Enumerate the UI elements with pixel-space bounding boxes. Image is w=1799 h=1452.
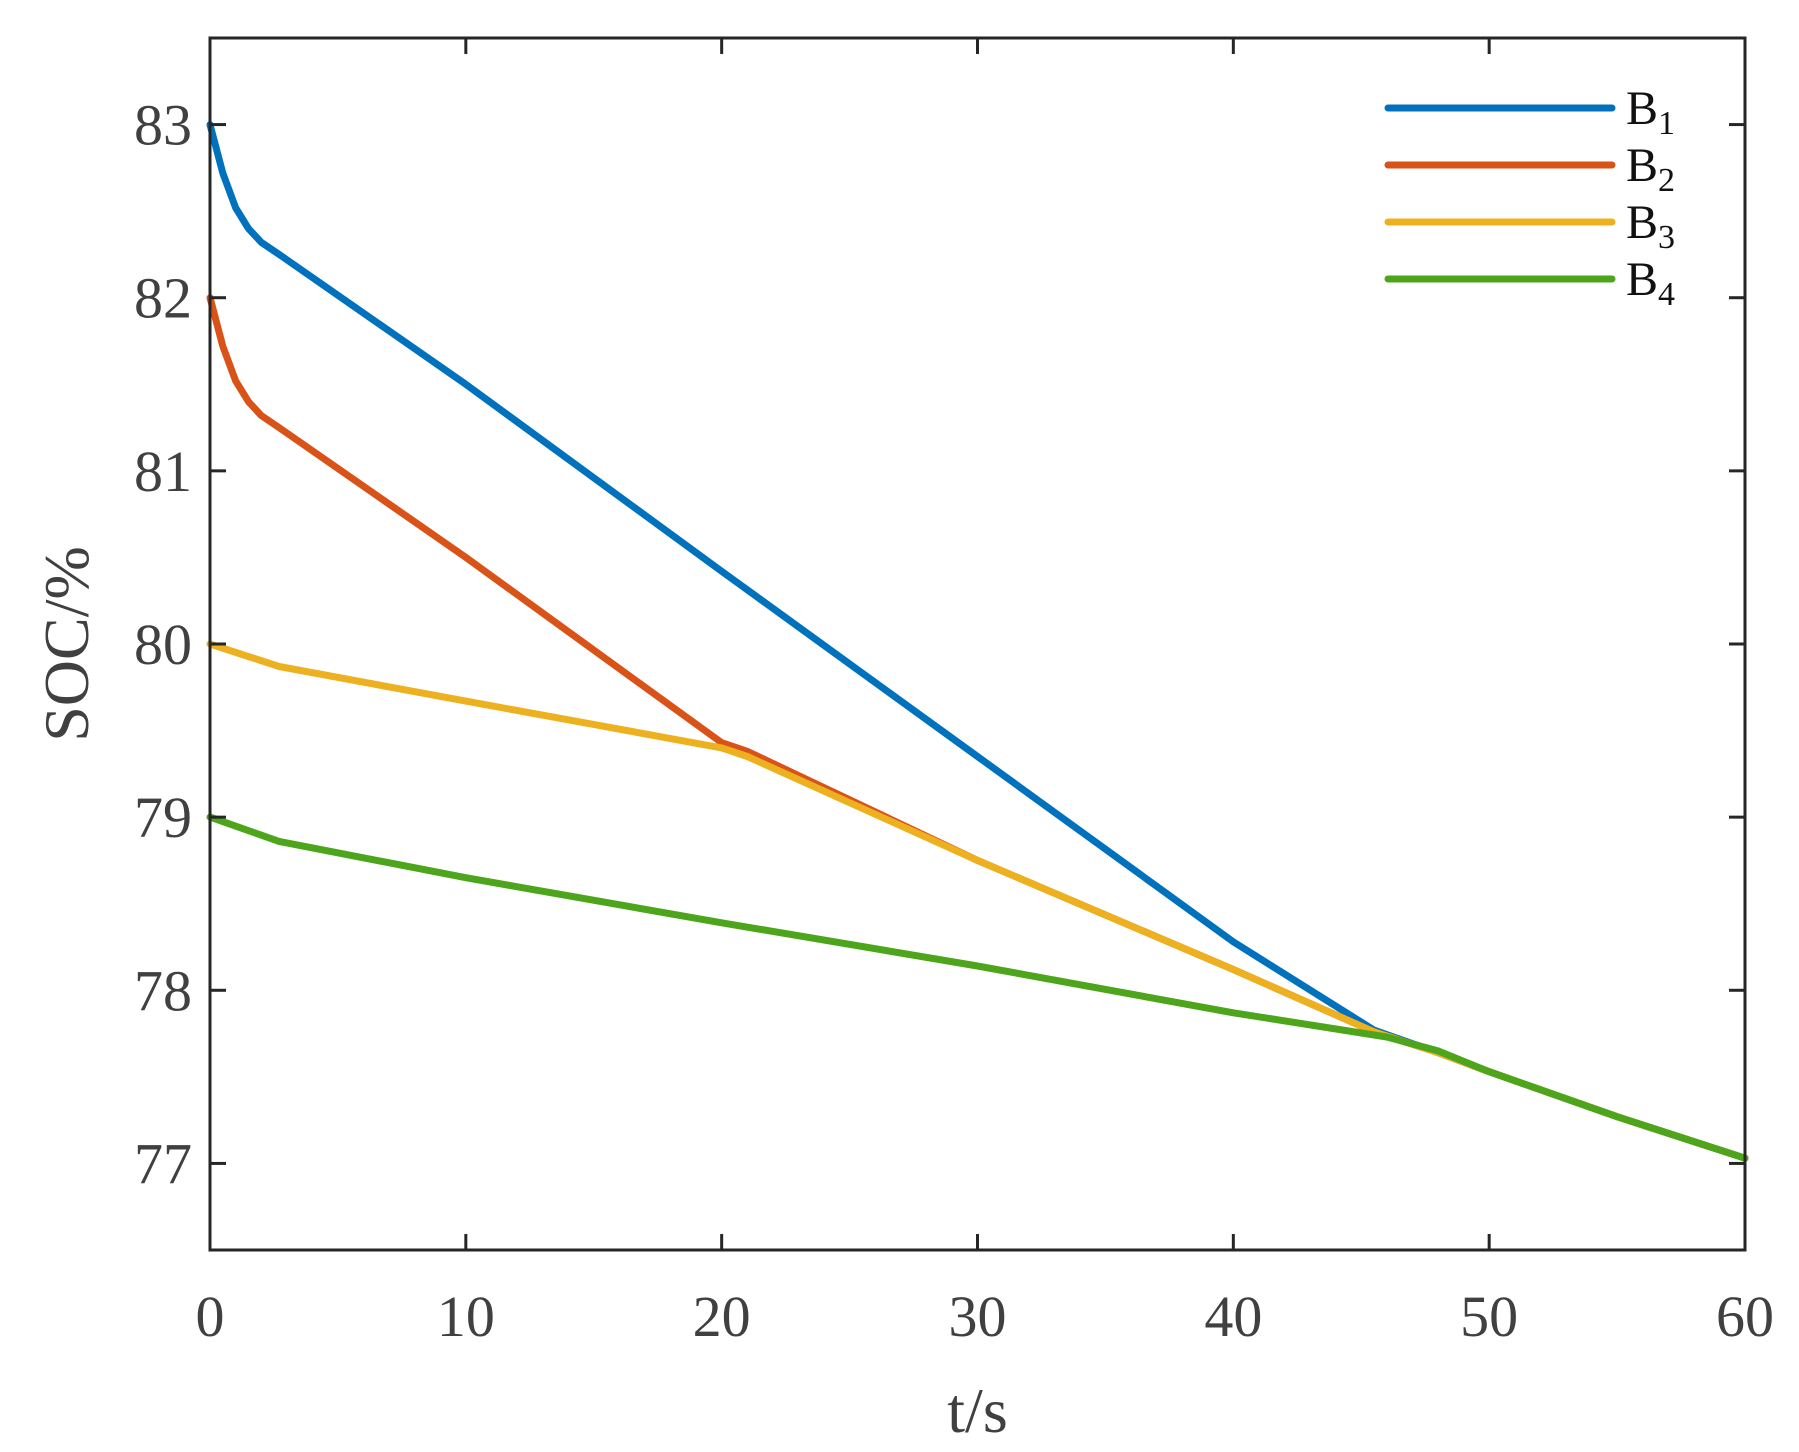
legend-label-b4: B4 [1626, 253, 1675, 313]
x-tick-label: 0 [196, 1284, 225, 1349]
x-tick-label: 60 [1716, 1284, 1774, 1349]
x-tick-label: 10 [437, 1284, 495, 1349]
series-layer [206, 121, 1749, 1162]
y-tick-label: 78 [134, 958, 192, 1023]
y-tick-label: 81 [134, 439, 192, 504]
y-tick-label: 83 [134, 93, 192, 158]
x-tick-label: 50 [1460, 1284, 1518, 1349]
y-tick-label: 82 [134, 266, 192, 331]
y-axis-title: SOC/% [31, 546, 102, 742]
x-tick-label: 20 [693, 1284, 751, 1349]
legend-label-b3: B3 [1626, 196, 1675, 256]
x-tick-label: 40 [1204, 1284, 1262, 1349]
x-tick-label: 30 [949, 1284, 1007, 1349]
x-axis-title: t/s [947, 1375, 1007, 1446]
ticks-layer: 0 10 20 30 40 50 60 77 78 79 80 81 82 83 [134, 38, 1774, 1349]
y-tick-label: 79 [134, 785, 192, 850]
legend-label-b1: B1 [1626, 82, 1675, 142]
y-tick-label: 80 [134, 612, 192, 677]
series-line-b2 [206, 294, 1749, 1162]
legend-label-b2: B2 [1626, 139, 1675, 199]
series-line-b4 [206, 813, 1749, 1162]
y-tick-label: 77 [134, 1131, 192, 1196]
